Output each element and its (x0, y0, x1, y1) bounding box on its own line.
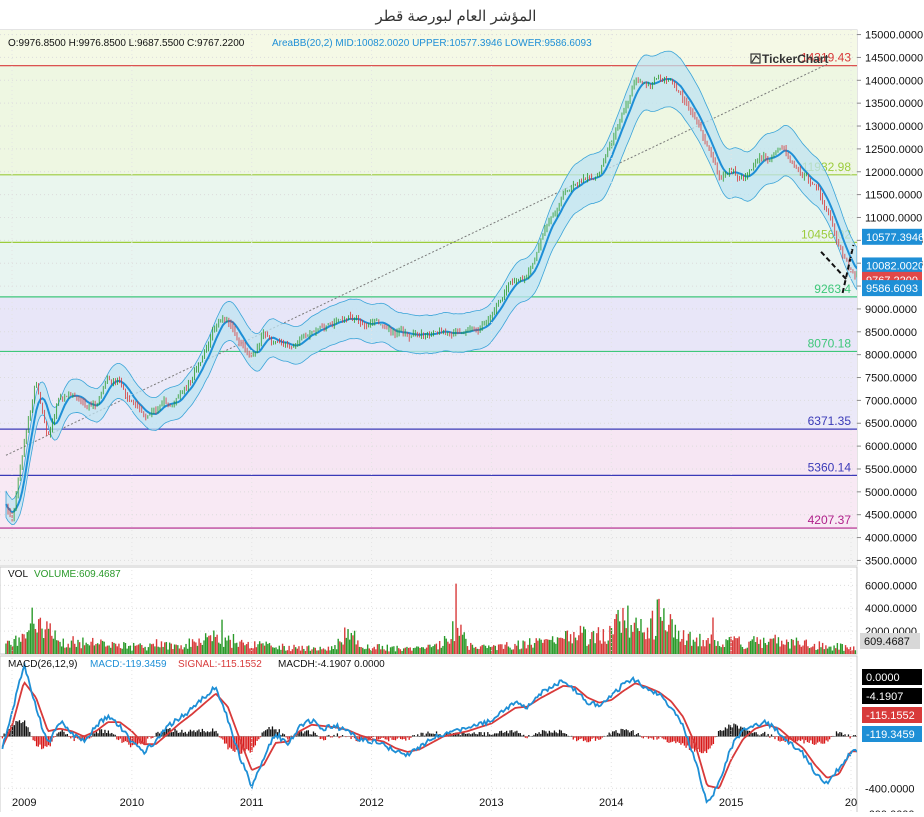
level-zone (0, 429, 857, 476)
macd-histogram (1, 720, 857, 754)
macd-lines (1, 661, 857, 804)
price-tick-label: 5000.0000 (865, 487, 917, 499)
x-axis: 2009 2010 2011 2012 2013 2014 2015 20 (11, 30, 857, 817)
x-tick-label: 2011 (240, 797, 264, 809)
arrow-segment (841, 244, 855, 294)
volume-tick-label: 6000.0000 (865, 580, 917, 592)
price-tick-label: 8000.0000 (865, 350, 917, 362)
price-tick-label: 4500.0000 (865, 510, 917, 522)
macd-tags: 0.0000 -4.1907 -115.1552 -119.3459 (862, 669, 922, 742)
macd-tick-label: -400.0000 (865, 783, 915, 795)
volume-label: VOL (8, 569, 28, 580)
volume-gridlines (0, 584, 857, 632)
macd-readout: MACD:-119.3459 (90, 659, 167, 670)
price-candles (7, 74, 857, 522)
level-zone (0, 174, 857, 243)
price-tick-label: 5500.0000 (865, 464, 917, 476)
volume-readout: VOLUME:609.4687 (34, 569, 121, 580)
macd-line (1, 661, 857, 804)
x-tick-label: 2013 (479, 797, 503, 809)
price-y-axis: 15000.0000 14500.0000 14000.0000 13500.0000… (857, 30, 923, 567)
price-tick-label: 3500.0000 (865, 555, 917, 567)
bollinger-band-area (5, 50, 857, 526)
price-tick-label: 12500.0000 (865, 144, 923, 156)
price-tick-label: 6000.0000 (865, 441, 917, 453)
price-tick-label: 13500.0000 (865, 98, 923, 110)
price-tick-label: 11000.0000 (865, 212, 922, 224)
level-label: 5360.14 (808, 460, 852, 474)
price-tick-label: 9000.0000 (865, 304, 917, 316)
level-label: 9263.4 (814, 282, 851, 296)
price-tick-label: 11500.0000 (865, 190, 922, 202)
macd-tag-label: -119.3459 (866, 729, 915, 741)
macd-label: MACD(26,12,9) (8, 659, 77, 670)
brand-icon (750, 53, 761, 64)
arrow-segment (820, 251, 847, 280)
x-tick-label: 20 (845, 797, 857, 809)
price-tick-label: 7500.0000 (865, 373, 917, 385)
macd-tag (862, 669, 922, 685)
level-label: 8070.18 (808, 336, 852, 350)
signal-readout: SIGNAL:-115.1552 (178, 659, 262, 670)
volume-panel[interactable] (0, 566, 858, 655)
price-tag (862, 280, 922, 297)
dashed-arrow-annotation (820, 244, 855, 294)
price-tick-label: 8500.0000 (865, 327, 917, 339)
macd-tag-label: -115.1552 (866, 710, 915, 722)
price-tick-label: 14500.0000 (865, 52, 923, 64)
level-label: 6371.35 (808, 414, 852, 428)
x-tick-label: 2015 (719, 797, 743, 809)
price-tag (862, 257, 922, 274)
level-zone (0, 30, 857, 66)
price-tag-label: 10082.0020 (866, 260, 924, 272)
price-tick-label: 13000.0000 (865, 121, 923, 133)
level-zones (0, 30, 857, 565)
level-zone (0, 528, 857, 565)
level-lines: 14319.4311932.9810456.029263.48070.18637… (0, 51, 857, 529)
level-zone (0, 475, 857, 529)
level-zone (0, 242, 857, 297)
macd-y-axis: 0.0000-400.0000-600.0000 (865, 731, 915, 817)
brand-logo: TickerChart (750, 52, 828, 66)
chart-title: المؤشر العام لبورصة قطر (375, 8, 537, 25)
x-tick-label: 2012 (359, 797, 383, 809)
signal-line (1, 681, 857, 790)
level-label: 4207.37 (808, 513, 852, 527)
price-tick-label: 15000.0000 (865, 30, 923, 42)
macd-tag (862, 688, 922, 704)
price-tag (862, 228, 922, 245)
price-tag-label: 10577.3946 (866, 232, 924, 244)
volume-tag-text: 609.4687 (864, 636, 910, 648)
macdh-readout: MACDH:-4.1907 0.0000 (278, 659, 385, 670)
price-tag-label: 9586.6093 (866, 283, 918, 295)
brand-icon-mark (751, 55, 760, 63)
price-gridlines (0, 34, 857, 561)
bb-readout: AreaBB(20,2) MID:10082.0020 UPPER:10577.… (272, 38, 592, 49)
x-tick-label: 2009 (12, 797, 36, 809)
macd-tag (862, 726, 922, 742)
macd-tag (862, 707, 922, 723)
brand-name: TickerChart (762, 52, 828, 66)
volume-tag (860, 633, 920, 649)
price-tick-label: 6500.0000 (865, 418, 917, 430)
macd-tag-label: -4.1907 (866, 691, 903, 703)
level-label: 14319.43 (801, 51, 851, 65)
price-tick-label: 7000.0000 (865, 395, 917, 407)
price-tick-label: 14000.0000 (865, 75, 923, 87)
volume-tick-label: 4000.0000 (865, 603, 917, 615)
ohlc-readout: O:9976.8500 H:9976.8500 L:9687.5500 C:97… (8, 38, 245, 49)
x-tick-label: 2010 (120, 797, 144, 809)
trend-line[interactable] (5, 63, 828, 456)
price-tick-label: 12000.0000 (865, 167, 923, 179)
macd-tag-label: 0.0000 (866, 672, 900, 684)
price-tick-label: 4000.0000 (865, 533, 917, 545)
volume-bars (5, 583, 857, 654)
x-tick-label: 2014 (599, 797, 623, 809)
